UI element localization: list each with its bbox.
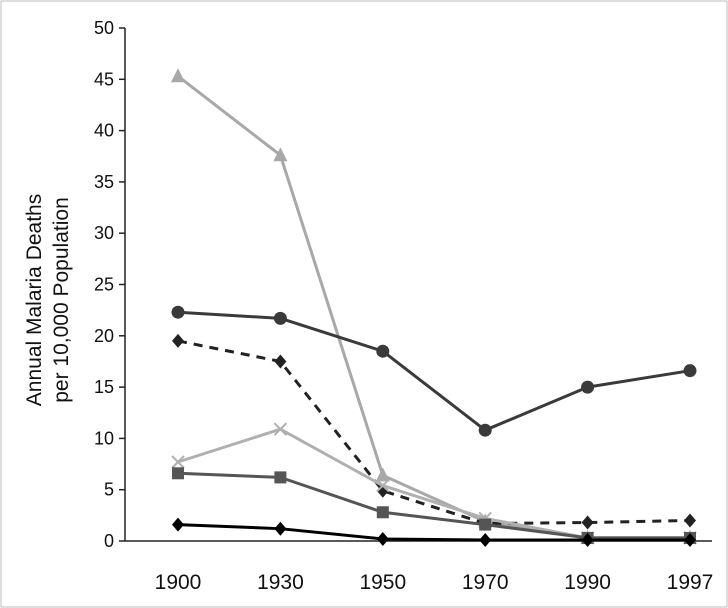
- data-point-diamond: [172, 517, 184, 532]
- y-tick-label: 25: [94, 275, 114, 295]
- data-point-square: [479, 518, 492, 531]
- x-tick-label: 1950: [359, 571, 406, 594]
- y-tick-label: 0: [104, 531, 114, 551]
- y-tick-label: 45: [94, 69, 114, 89]
- series-line: [177, 471, 690, 540]
- x-tick-label: 1990: [564, 571, 611, 594]
- data-point-triangle: [171, 68, 185, 83]
- data-point-diamond: [172, 333, 184, 348]
- data-point-circle: [581, 380, 595, 394]
- y-tick-label: 20: [94, 326, 114, 346]
- y-tick-label: 30: [94, 223, 114, 243]
- series-line: [177, 339, 691, 526]
- series-line: [177, 75, 690, 540]
- data-point-square: [172, 467, 184, 480]
- data-point-circle: [376, 344, 390, 358]
- series-group: [171, 68, 697, 547]
- data-point-diamond: [274, 521, 287, 536]
- series-4: [171, 422, 697, 545]
- data-point-triangle: [273, 147, 288, 162]
- data-point-diamond: [581, 515, 594, 530]
- data-point-diamond: [581, 532, 594, 547]
- y-tick-label: 35: [94, 172, 114, 192]
- data-point-x: [171, 455, 185, 469]
- data-point-x: [376, 478, 390, 493]
- series-line: [177, 523, 690, 542]
- x-tick-label: 1930: [257, 571, 304, 594]
- y-tick-label: 10: [94, 428, 114, 448]
- y-tick-label: 15: [94, 377, 114, 397]
- x-tick-label: 1970: [462, 571, 509, 594]
- data-point-diamond: [479, 532, 492, 547]
- data-point-circle: [273, 311, 287, 325]
- y-tick-label: 50: [94, 18, 114, 38]
- axes: 0 5 10 15 20 25 30 35 40 45 50 1900 1930 1950 1970 1990…: [94, 18, 713, 594]
- data-point-circle: [683, 364, 697, 378]
- y-tick-label: 5: [104, 480, 114, 500]
- data-point-diamond: [274, 354, 287, 369]
- data-point-diamond: [684, 513, 696, 528]
- data-point-diamond: [684, 532, 696, 547]
- y-tick-label: 40: [94, 121, 114, 141]
- series-1: [171, 68, 697, 544]
- data-point-triangle: [375, 467, 390, 482]
- data-point-x: [273, 422, 288, 436]
- series-2: [171, 305, 697, 437]
- x-tick-label: 1900: [155, 571, 202, 594]
- x-tick-label: 1997: [667, 571, 714, 594]
- data-point-square: [274, 471, 287, 484]
- y-axis-label-line1: Annual Malaria Deaths: [23, 194, 46, 406]
- y-axis-label-line2: per 10,000 Population: [50, 197, 73, 403]
- data-point-diamond: [376, 531, 389, 546]
- series-6: [172, 517, 696, 547]
- data-point-circle: [478, 423, 492, 437]
- data-point-circle: [171, 305, 185, 319]
- series-line: [177, 310, 691, 432]
- data-point-square: [376, 506, 389, 519]
